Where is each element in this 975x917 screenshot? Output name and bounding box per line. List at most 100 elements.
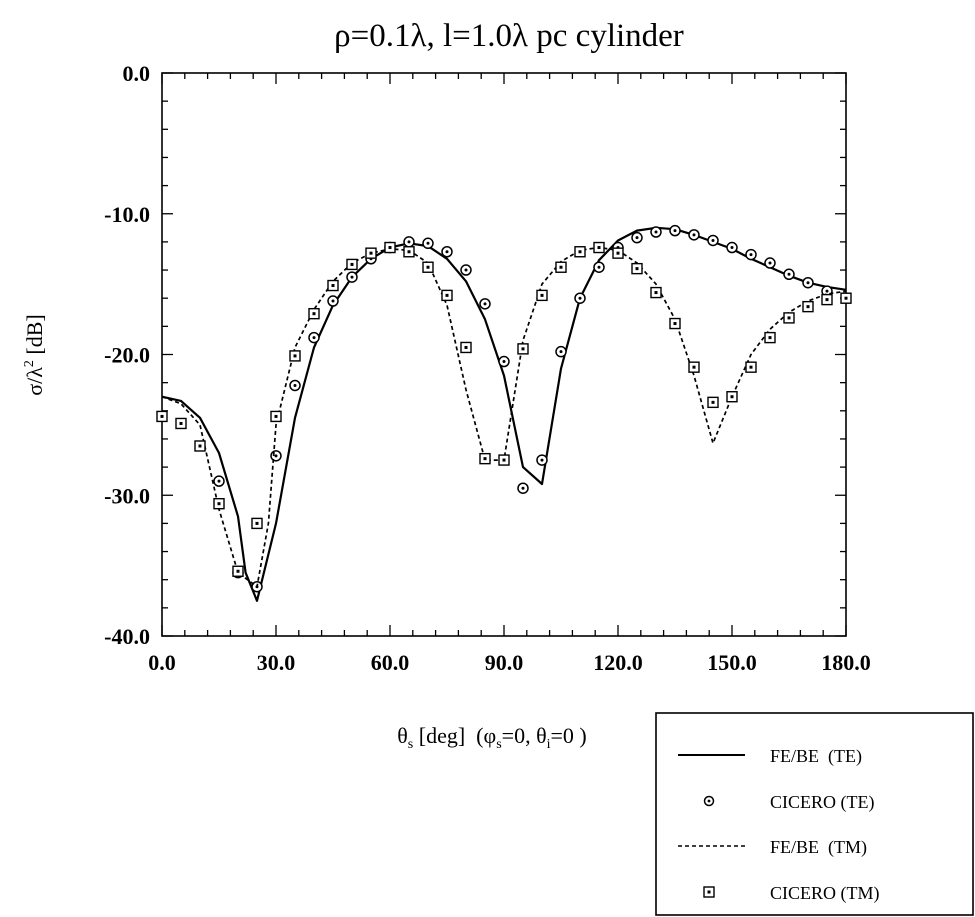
cicero-te-point (669, 224, 681, 237)
cicero-tm-point (574, 246, 586, 258)
x-label-phi-eq: =0, (502, 723, 536, 748)
y-axis-label: σ/λ2 [dB] (22, 314, 47, 395)
cicero-tm-point (289, 350, 301, 362)
cicero-te-point (213, 475, 225, 487)
cicero-tm-point (821, 293, 833, 306)
cicero-te-point (308, 331, 320, 344)
cicero-te-point (422, 237, 434, 250)
cicero-tm-point (745, 361, 757, 373)
x-label-phi: φ (484, 723, 497, 748)
chart-title: ρ=0.1λ, l=1.0λ pc cylinder (334, 18, 684, 54)
x-tick-label: 60.0 (371, 650, 410, 675)
cicero-tm-point (517, 343, 529, 355)
cicero-te-point (517, 482, 529, 494)
x-tick-label: 120.0 (593, 650, 643, 675)
cicero-tm-point (365, 247, 377, 259)
cicero-tm-point (403, 246, 415, 258)
legend: FE/BE (TE) CICERO (TE) FE/BE (TM) CICERO… (655, 712, 974, 916)
cicero-te-point (479, 298, 491, 310)
cicero-tm-point (460, 341, 472, 354)
cicero-te-point (498, 355, 510, 368)
x-label-unit: [deg] ( (413, 723, 483, 748)
y-axis-tick-labels: 0.0 -10.0 -20.0 -30.0 -40.0 (104, 61, 150, 649)
cicero-tm-point (498, 454, 510, 466)
x-tick-label: 150.0 (707, 650, 757, 675)
y-tick-label: -40.0 (104, 624, 150, 649)
cicero-te-point (403, 236, 415, 248)
cicero-tm-point (612, 247, 624, 259)
x-tick-label: 180.0 (821, 650, 871, 675)
cicero-tm-point (327, 279, 339, 292)
cicero-te-point (327, 295, 339, 307)
y-label-sup: 2 (22, 360, 37, 367)
cicero-te-point (783, 268, 795, 281)
cicero-tm-point (194, 440, 206, 452)
cicero-te-point (346, 271, 358, 283)
cicero-tm-point (422, 261, 434, 273)
y-tick-label: -10.0 (104, 202, 150, 227)
x-label-theta-i: θ (536, 723, 547, 748)
cicero-te-point (726, 241, 738, 254)
cicero-tm-point (631, 262, 643, 275)
cicero-te-point (441, 246, 453, 258)
cicero-te-point (536, 454, 548, 466)
cicero-tm-point (764, 331, 776, 344)
x-label-theta-i-sub: i (547, 737, 551, 752)
legend-label-cicero-tm: CICERO (TM) (770, 883, 880, 904)
plot-area (161, 72, 847, 637)
x-label-theta-sub: s (408, 737, 413, 752)
cicero-tm-point (536, 289, 548, 302)
x-label-phi-sub: s (496, 737, 501, 752)
cicero-tm-point (783, 312, 795, 324)
cicero-te-point (650, 226, 662, 238)
cicero-tm-point (175, 417, 187, 430)
x-tick-label: 0.0 (148, 650, 176, 675)
cicero-tm-point (251, 517, 263, 530)
cicero-tm-point (593, 241, 605, 254)
x-tick-label: 30.0 (257, 650, 296, 675)
cicero-tm-point (669, 317, 681, 330)
legend-label-cicero-te: CICERO (TE) (770, 792, 874, 813)
cicero-te-point (574, 292, 586, 304)
cicero-te-point (593, 261, 605, 273)
y-tick-label: -20.0 (104, 343, 150, 368)
cicero-tm-point (384, 241, 396, 254)
legend-label-fe-be-te: FE/BE (TE) (770, 746, 862, 767)
cicero-tm-point (726, 391, 738, 403)
legend-box (655, 712, 974, 916)
cicero-tm-point (479, 452, 491, 465)
axis-ticks (161, 72, 847, 637)
series-layer (156, 224, 852, 602)
plot-border (161, 72, 847, 637)
y-tick-label: -30.0 (104, 483, 150, 508)
cicero-tm-point (840, 292, 852, 304)
cicero-te-point (764, 257, 776, 269)
cicero-te-point (289, 379, 301, 392)
y-label-unit: [dB] (22, 314, 47, 360)
cicero-tm-point (346, 258, 358, 271)
cicero-tm-point (308, 307, 320, 320)
x-tick-label: 90.0 (485, 650, 524, 675)
cicero-te-point (802, 276, 814, 289)
x-label-theta-eq: =0 ) (551, 723, 587, 748)
legend-swatch-cicero-tm-dot (707, 890, 711, 894)
cicero-tm-point (156, 410, 168, 423)
series-line-fe-be-tm (161, 246, 847, 588)
y-tick-label: 0.0 (123, 61, 151, 86)
cicero-tm-point (441, 289, 453, 302)
x-axis-label: θs [deg] (φs=0, θi=0 ) (397, 723, 587, 752)
cicero-tm-point (213, 497, 225, 510)
cicero-tm-point (802, 300, 814, 313)
cicero-te-point (707, 234, 719, 247)
cicero-te-point (631, 231, 643, 244)
y-label-base: σ/λ (22, 367, 47, 396)
cicero-tm-point (270, 410, 282, 423)
cicero-te-point (688, 229, 700, 241)
cicero-tm-point (707, 396, 719, 409)
cicero-tm-point (688, 361, 700, 373)
cicero-te-point (555, 345, 567, 358)
cicero-te-point (745, 248, 757, 261)
cicero-tm-point (232, 565, 244, 577)
cicero-te-point (460, 264, 472, 276)
